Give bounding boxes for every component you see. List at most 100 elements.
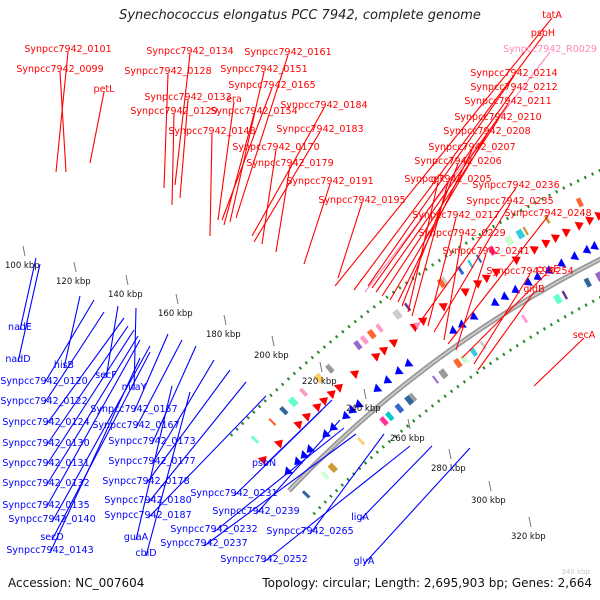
scale-tick-label: 300 kbp: [471, 496, 506, 506]
reverse-gene-label: Synpcc7942_0167: [92, 420, 179, 431]
reverse-gene-label: Synpcc7942_0187: [104, 510, 191, 521]
reverse-gene-arrow: [355, 399, 364, 408]
cog-category-block: [379, 416, 389, 427]
scale-tick-label: 280 kbp: [431, 464, 466, 474]
scale-tick-label: 160 kbp: [158, 309, 193, 319]
forward-gene-label: Synpcc7942_0129: [130, 106, 217, 117]
leader-line: [443, 235, 463, 341]
cog-category-block: [467, 259, 474, 269]
cog-category-block: [268, 418, 277, 426]
reverse-gene-arrow: [458, 319, 467, 328]
forward-gene-label: secA: [573, 330, 596, 341]
forward-gene-arrow: [529, 246, 539, 255]
reverse-gene-arrow: [383, 375, 393, 384]
cog-category-block: [327, 462, 338, 474]
reverse-gene-label: Synpcc7942_0173: [108, 436, 195, 447]
scale-tick-label: 260 kbp: [390, 434, 425, 444]
scale-tick-mark: [22, 245, 26, 257]
reverse-gene-arrow: [544, 265, 554, 274]
leader-line: [407, 181, 439, 313]
cog-category-block: [431, 375, 439, 384]
forward-gene-label: Synpcc7942_0206: [414, 156, 501, 167]
leader-line: [45, 317, 125, 426]
cog-category-block: [366, 328, 377, 340]
leader-line: [473, 273, 531, 365]
leader-line: [51, 345, 151, 523]
forward-gene-arrow: [472, 280, 483, 289]
forward-gene-arrow: [585, 216, 595, 226]
cog-category-block: [436, 278, 447, 289]
leader-line: [45, 339, 141, 509]
forward-gene-arrow: [541, 239, 551, 249]
cog-category-block: [441, 276, 449, 286]
forward-gene-arrow: [574, 221, 584, 231]
scale-tick-mark: [363, 388, 367, 400]
leader-line: [179, 99, 189, 199]
scale-tick-label: 200 kbp: [254, 351, 289, 361]
cog-category-block: [453, 357, 463, 369]
forward-gene-arrow: [333, 383, 343, 393]
forward-gene-arrow: [318, 397, 328, 407]
leader-line: [533, 337, 585, 387]
cog-category-block: [394, 403, 405, 414]
reverse-gene-label: Synpcc7942_0180: [104, 495, 191, 506]
leader-line: [337, 202, 363, 279]
reverse-gene-label: Synpcc7942_0120: [0, 376, 87, 387]
leader-line: [51, 351, 151, 541]
cog-category-block: [475, 254, 483, 264]
reverse-gene-arrow: [511, 284, 521, 294]
reverse-gene-label: Synpcc7942_0122: [0, 396, 87, 407]
reverse-gene-arrow: [533, 271, 543, 281]
reverse-gene-arrow: [394, 366, 404, 375]
leader-line: [263, 445, 411, 563]
cog-category-block: [313, 372, 325, 384]
leader-line: [433, 203, 511, 333]
map-title: Synechococcus elongatus PCC 7942, comple…: [119, 8, 481, 23]
cog-category-block: [456, 265, 465, 276]
forward-gene-label: Synpcc7942_0212: [470, 82, 557, 93]
reverse-gene-label: glyA: [354, 556, 375, 567]
leader-line: [43, 299, 95, 385]
leader-line: [359, 445, 433, 521]
forward-gene-arrow: [481, 274, 491, 284]
forward-gene-label: Synpcc7942_0191: [286, 176, 373, 187]
reverse-gene-arrow: [469, 311, 479, 320]
reverse-gene-arrow: [590, 240, 599, 250]
leader-line: [229, 71, 265, 223]
cog-category-block: [279, 405, 289, 416]
reverse-gene-arrow: [490, 297, 500, 306]
leader-line: [309, 433, 385, 535]
leader-line: [45, 335, 139, 487]
leader-line: [89, 91, 105, 164]
leader-line: [19, 257, 37, 331]
reverse-gene-arrow: [500, 291, 510, 300]
forward-gene-label: Synpcc7942_0229: [418, 228, 505, 239]
forward-gene-label: Synpcc7942_0128: [124, 66, 211, 77]
leader-line: [203, 433, 357, 547]
leader-line: [151, 359, 215, 465]
scale-tick-mark: [73, 261, 77, 273]
forward-gene-label: petL: [94, 84, 116, 95]
cog-category-block: [520, 314, 529, 324]
forward-gene-arrow: [293, 420, 303, 430]
reverse-gene-label: psbN: [252, 458, 276, 469]
cog-category-block: [543, 214, 551, 224]
forward-gene-arrow: [370, 353, 381, 362]
scale-tick-label: 220 kbp: [302, 377, 337, 387]
forward-gene-label: Synpcc7942_0236: [472, 180, 559, 191]
forward-gene-label: Synpcc7942_0154: [210, 106, 297, 117]
forward-gene-label: coaE: [537, 264, 560, 275]
leader-line: [135, 385, 173, 541]
forward-gene-arrow: [460, 288, 470, 297]
reverse-gene-label: Synpcc7942_0124: [2, 417, 89, 428]
scale-tick-mark: [175, 293, 179, 305]
forward-gene-label: Synpcc7942_0207: [428, 142, 515, 153]
reverse-gene-arrow: [342, 410, 351, 420]
reverse-gene-label: hisB: [54, 360, 74, 371]
leader-line: [371, 89, 515, 289]
leader-line: [135, 339, 183, 429]
leader-line: [171, 113, 175, 206]
leader-line: [233, 409, 323, 497]
